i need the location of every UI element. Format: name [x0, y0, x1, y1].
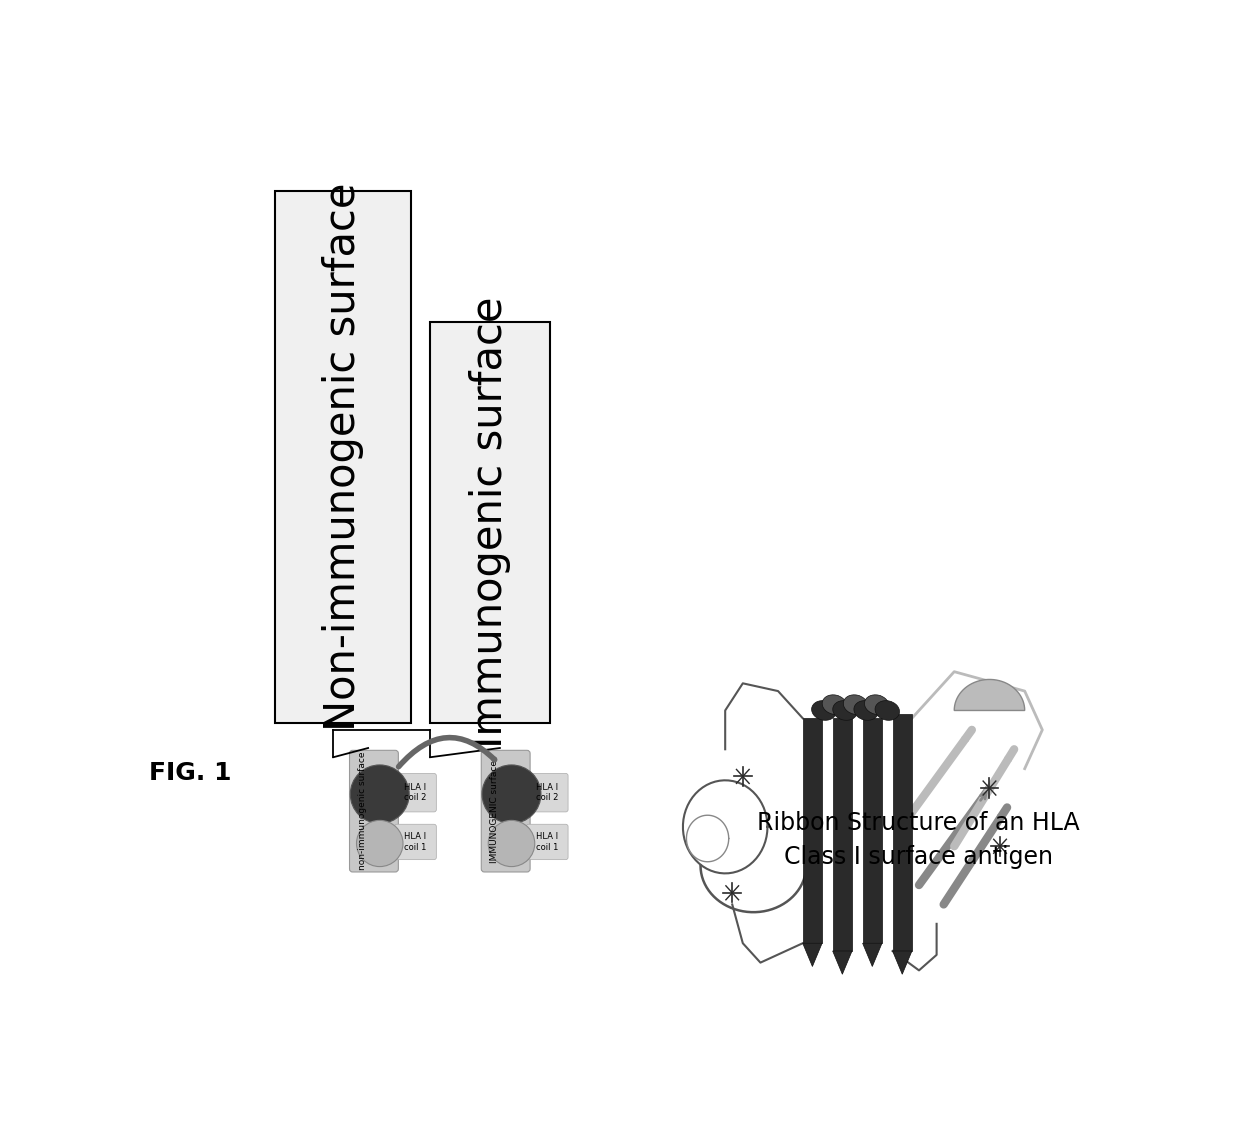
Bar: [430, 322, 551, 722]
Text: HLA I
coil 1: HLA I coil 1: [536, 832, 558, 852]
FancyBboxPatch shape: [394, 824, 436, 860]
FancyBboxPatch shape: [526, 824, 568, 860]
Circle shape: [357, 820, 403, 867]
Circle shape: [489, 820, 534, 867]
Text: HLA I
coil 1: HLA I coil 1: [404, 832, 427, 852]
Text: Immunogenic surface: Immunogenic surface: [469, 297, 511, 748]
Circle shape: [351, 765, 409, 823]
FancyBboxPatch shape: [526, 773, 568, 812]
Text: HLA I
coil 2: HLA I coil 2: [404, 783, 427, 803]
Text: Non-immunogenic surface: Non-immunogenic surface: [322, 183, 363, 732]
Text: IMMUNOGENIC surface: IMMUNOGENIC surface: [490, 759, 498, 862]
Text: FIG. 1: FIG. 1: [149, 760, 231, 784]
FancyBboxPatch shape: [481, 750, 529, 872]
FancyBboxPatch shape: [350, 750, 398, 872]
Circle shape: [482, 765, 541, 823]
Text: non-immunogenic surface: non-immunogenic surface: [358, 752, 367, 870]
FancyBboxPatch shape: [394, 773, 436, 812]
Text: Class I surface antigen: Class I surface antigen: [784, 845, 1053, 869]
FancyArrowPatch shape: [398, 737, 495, 767]
Text: HLA I
coil 2: HLA I coil 2: [536, 783, 558, 803]
Bar: [275, 191, 410, 722]
Text: Ribbon Structure of an HLA: Ribbon Structure of an HLA: [758, 811, 1080, 835]
